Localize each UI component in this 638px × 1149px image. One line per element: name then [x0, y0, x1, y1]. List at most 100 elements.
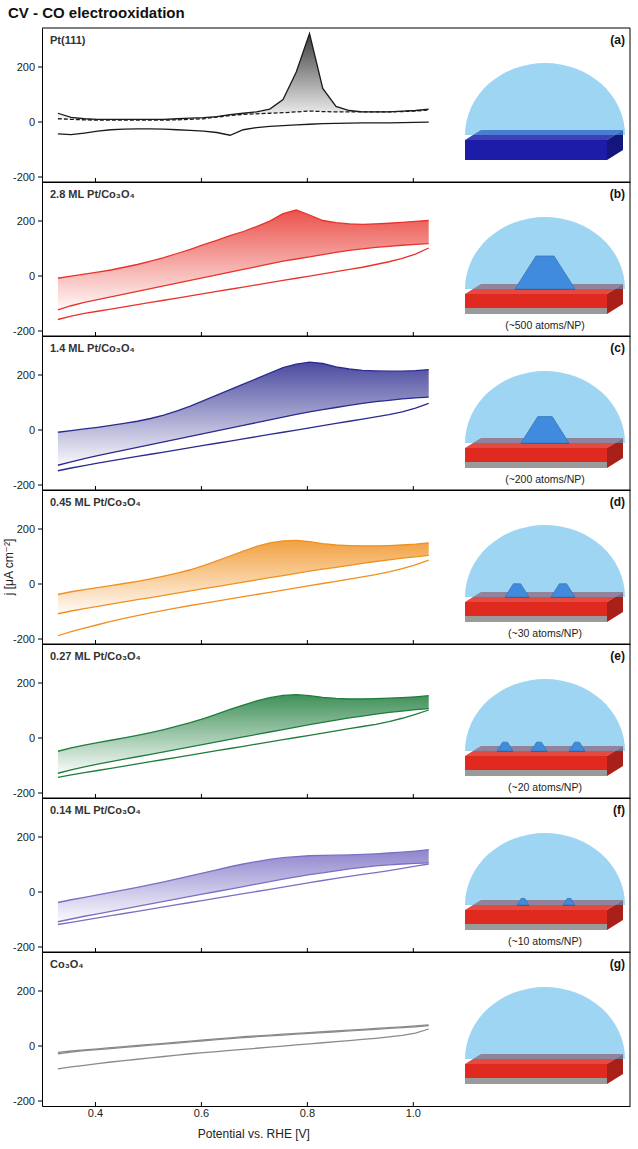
x-tick-mark — [201, 1102, 202, 1106]
x-tick-mark — [95, 332, 96, 336]
frame-top — [42, 490, 630, 491]
y-tick-mark — [38, 683, 42, 684]
x-axis-line — [43, 644, 631, 645]
y-tick-mark — [38, 738, 42, 739]
area — [58, 850, 429, 922]
electrolyte-dome — [465, 371, 625, 443]
cv-line — [58, 110, 429, 120]
electrolyte-dome — [465, 679, 625, 751]
x-tick — [307, 640, 308, 644]
y-tick: 0 — [29, 270, 42, 282]
y-tick-mark — [38, 947, 42, 948]
x-tick — [201, 332, 202, 336]
panel: -20002000.45 ML Pt/Co₃O₄(d)(~30 atoms/NP… — [13, 490, 631, 645]
frame-right — [630, 182, 631, 336]
schematic — [465, 525, 625, 622]
slab-bottom — [465, 154, 607, 160]
x-tick — [413, 948, 414, 952]
y-tick-mark — [38, 991, 42, 992]
x-tick-mark — [413, 178, 414, 182]
y-tick-label: 0 — [29, 270, 35, 282]
frame-top — [42, 336, 630, 337]
y-tick: -200 — [13, 941, 42, 953]
x-axis-line — [43, 798, 631, 799]
area — [58, 540, 429, 613]
slab-front — [465, 1064, 607, 1078]
x-tick-mark — [307, 332, 308, 336]
y-tick-mark — [38, 430, 42, 431]
y-tick: -200 — [13, 1095, 42, 1107]
x-tick — [95, 640, 96, 644]
y-tick-label: 0 — [29, 578, 35, 590]
annotation: (~10 atoms/NP) — [508, 935, 582, 947]
area — [58, 695, 429, 774]
cv-line — [58, 863, 429, 922]
y-tick-mark — [38, 793, 42, 794]
x-tick-mark — [307, 1102, 308, 1106]
cv-line — [58, 709, 429, 774]
schematic — [465, 679, 625, 776]
schematic — [465, 371, 625, 468]
y-tick: 200 — [17, 369, 42, 381]
x-tick — [307, 486, 308, 490]
x-axis-line — [43, 1106, 631, 1107]
electrolyte-dome — [465, 63, 625, 135]
panel-letter: (f) — [613, 803, 625, 817]
area — [58, 34, 429, 121]
plot-data — [58, 540, 429, 635]
slab-front — [465, 602, 607, 616]
y-tick-label: 0 — [29, 424, 35, 436]
panel-letter: (g) — [610, 957, 625, 971]
panel-subtitle: 2.8 ML Pt/Co₃O₄ — [50, 188, 135, 200]
panel: -20002000.27 ML Pt/Co₃O₄(e)(~20 atoms/NP… — [13, 644, 631, 799]
y-tick-label: -200 — [13, 633, 35, 645]
y-tick: 0 — [29, 886, 42, 898]
frame-top — [42, 28, 630, 29]
electrolyte-dome — [465, 987, 625, 1059]
frame-right — [630, 952, 631, 1106]
x-axis — [43, 332, 631, 337]
x-tick-mark — [201, 486, 202, 490]
panel-subtitle: Co₃O₄ — [50, 958, 84, 970]
y-tick: 200 — [17, 61, 42, 73]
plot-data — [58, 362, 429, 471]
x-tick-mark — [307, 486, 308, 490]
slab-front — [465, 294, 607, 308]
electrolyte-dome — [465, 833, 625, 905]
x-tick — [95, 486, 96, 490]
y-tick: 200 — [17, 523, 42, 535]
x-tick-mark — [413, 486, 414, 490]
panel-subtitle: 1.4 ML Pt/Co₃O₄ — [50, 342, 135, 354]
y-tick-label: -200 — [13, 941, 35, 953]
cv-line — [58, 34, 429, 120]
cv-line — [58, 403, 429, 470]
y-tick: 0 — [29, 732, 42, 744]
figure: CV - CO electrooxidation-2000200Pt(111)(… — [0, 0, 638, 1149]
slab-bottom — [465, 1078, 607, 1084]
x-tick — [307, 794, 308, 798]
x-tick — [95, 178, 96, 182]
y-axis: -2000200 — [13, 183, 43, 337]
area — [58, 210, 429, 310]
y-tick-label: 200 — [17, 61, 35, 73]
x-tick-label: 0.6 — [194, 1107, 209, 1119]
y-tick-label: -200 — [13, 787, 35, 799]
x-tick-mark — [95, 640, 96, 644]
panel: -20002001.4 ML Pt/Co₃O₄(c)(~200 atoms/NP… — [13, 336, 631, 491]
y-axis: -200 0 200 — [13, 491, 43, 645]
x-tick — [201, 948, 202, 952]
cv-line — [58, 122, 429, 135]
y-tick-label: 200 — [17, 215, 35, 227]
x-tick: 0.4 — [88, 1102, 103, 1119]
x-tick — [95, 948, 96, 952]
panel: -20002000.40.60.81.0Co₃O₄(g) — [13, 952, 631, 1119]
x-tick — [201, 640, 202, 644]
x-tick — [201, 486, 202, 490]
annotation: (~200 atoms/NP) — [505, 473, 585, 485]
x-tick — [95, 332, 96, 336]
y-tick-label: 200 — [17, 985, 35, 997]
x-tick-mark — [95, 794, 96, 798]
slab-front — [465, 140, 607, 154]
x-tick-mark — [413, 948, 414, 952]
frame-top — [42, 644, 630, 645]
